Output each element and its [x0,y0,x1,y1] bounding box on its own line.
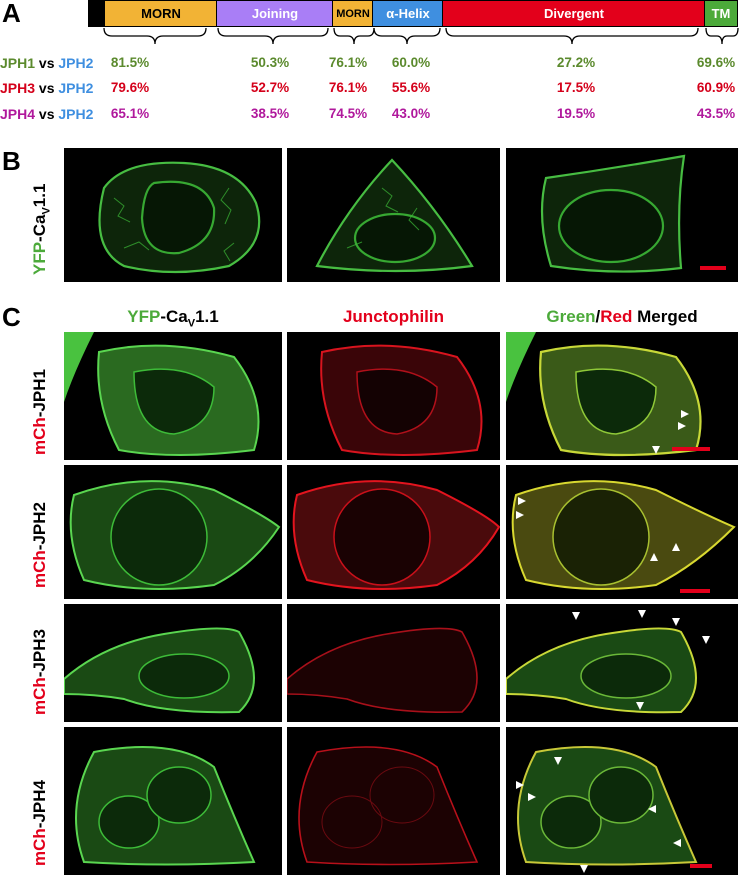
micrograph-c-jph2-red [287,465,500,599]
row-label-jph1: mCh-JPH1 [30,369,49,455]
micrograph-c-jph1-green [64,332,282,460]
pct-value: 76.1% [328,80,368,95]
pct-value: 19.5% [556,106,596,121]
micrograph-c-jph2-merged [506,465,738,599]
pct-value: 17.5% [556,80,596,95]
micrograph-c-jph3-red [287,604,500,722]
comparison-vs: vs [38,106,55,122]
pct-value: 50.3% [250,55,290,70]
micrograph-c-jph4-green [64,727,282,875]
pct-value: 38.5% [250,106,290,121]
micrograph-c-jph1-red [287,332,500,460]
domain-morn-1: MORN [104,0,218,27]
row-label-jph2: mCh-JPH2 [30,502,49,588]
column-header-junctophilin: Junctophilin [342,307,445,326]
comparison-left: JPH3 [0,80,36,96]
panel-b-letter: B [2,146,21,176]
panel-b-row-label: YFP-CaV1.1 [30,183,53,275]
row-label-jph3: mCh-JPH3 [30,629,49,715]
comparison-right: JPH2 [58,55,94,71]
scale-bar-c2 [680,589,710,593]
micrograph-c-jph1-merged [506,332,738,460]
micrograph-c-jph4-red [287,727,500,875]
pct-value: 69.6% [696,55,736,70]
micrograph-b3 [506,148,738,282]
scale-bar-c1 [672,447,710,451]
pct-value: 65.1% [110,106,150,121]
pct-value: 43.0% [391,106,431,121]
pct-value: 60.0% [391,55,431,70]
pct-value: 74.5% [328,106,368,121]
comparison-vs: vs [38,55,55,71]
comparison-right: JPH2 [58,80,94,96]
domain-tm: TM [704,0,738,27]
panel-a-letter: A [2,0,21,28]
pct-value: 43.5% [696,106,736,121]
domain-morn-2: MORN [332,0,374,27]
scale-bar-c4 [690,864,712,868]
comparison-right: JPH2 [58,106,94,122]
pct-value: 27.2% [556,55,596,70]
column-header-yfp-cav: YFP-CaV1.1 [127,307,219,330]
micrograph-c-jph3-merged [506,604,738,722]
domain-joining: Joining [216,0,334,27]
micrograph-c-jph2-green [64,465,282,599]
pct-value: 60.9% [696,80,736,95]
pct-value: 79.6% [110,80,150,95]
comparison-vs: vs [38,80,55,96]
row-label-jph4: mCh-JPH4 [30,780,49,866]
pct-value: 52.7% [250,80,290,95]
panel-c-letter: C [2,302,21,332]
column-header-merged: Green/Red Merged [546,307,698,326]
domain-alpha-helix: α-Helix [372,0,444,27]
domain-divergent: Divergent [442,0,706,27]
pct-value: 76.1% [328,55,368,70]
pct-value: 55.6% [391,80,431,95]
micrograph-c-jph3-green [64,604,282,722]
micrograph-b1 [64,148,282,282]
domain-braces [103,27,739,45]
micrograph-b2 [287,148,500,282]
micrograph-c-jph4-merged [506,727,738,875]
comparison-left: JPH4 [0,106,36,122]
pct-value: 81.5% [110,55,150,70]
comparison-left: JPH1 [0,55,36,71]
scale-bar-b [700,266,726,270]
